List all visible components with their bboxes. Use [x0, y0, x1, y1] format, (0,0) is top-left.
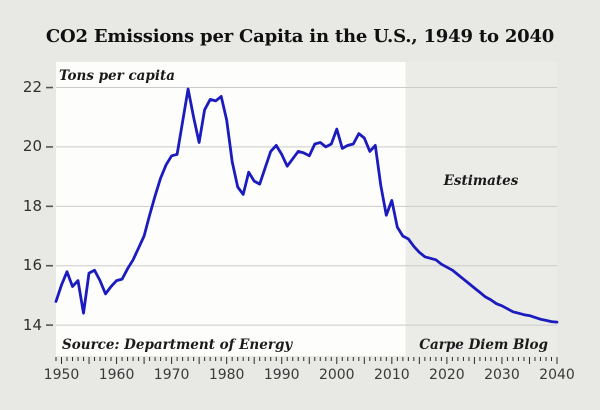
x-tick-label: 2010 — [374, 367, 410, 383]
credit-annotation: Carpe Diem Blog — [419, 337, 548, 353]
y-axis-label: Tons per capita — [59, 68, 175, 84]
y-tick-label: 16 — [22, 256, 42, 275]
y-tick-label: 18 — [22, 196, 42, 215]
co2-data-line — [54, 87, 559, 324]
estimates-annotation: Estimates — [443, 173, 519, 189]
x-tick-label: 1980 — [208, 367, 245, 383]
x-tick-label: 2020 — [429, 367, 465, 383]
x-tick-label: 1970 — [153, 367, 190, 383]
x-tick-label: 1990 — [263, 367, 300, 383]
estimates-band — [405, 62, 557, 356]
y-tick-label: 14 — [22, 315, 42, 334]
x-tick-label: 2030 — [484, 367, 520, 383]
x-tick-label: 2000 — [318, 367, 355, 383]
x-tick-label: 1960 — [98, 367, 135, 383]
x-tick-label: 2040 — [539, 367, 575, 383]
y-tick-label: 22 — [22, 78, 42, 97]
x-tick-label: 1950 — [43, 367, 80, 383]
source-annotation: Source: Department of Energy — [62, 337, 293, 353]
chart-title: CO2 Emissions per Capita in the U.S., 19… — [45, 26, 555, 47]
y-tick-label: 20 — [22, 137, 42, 156]
